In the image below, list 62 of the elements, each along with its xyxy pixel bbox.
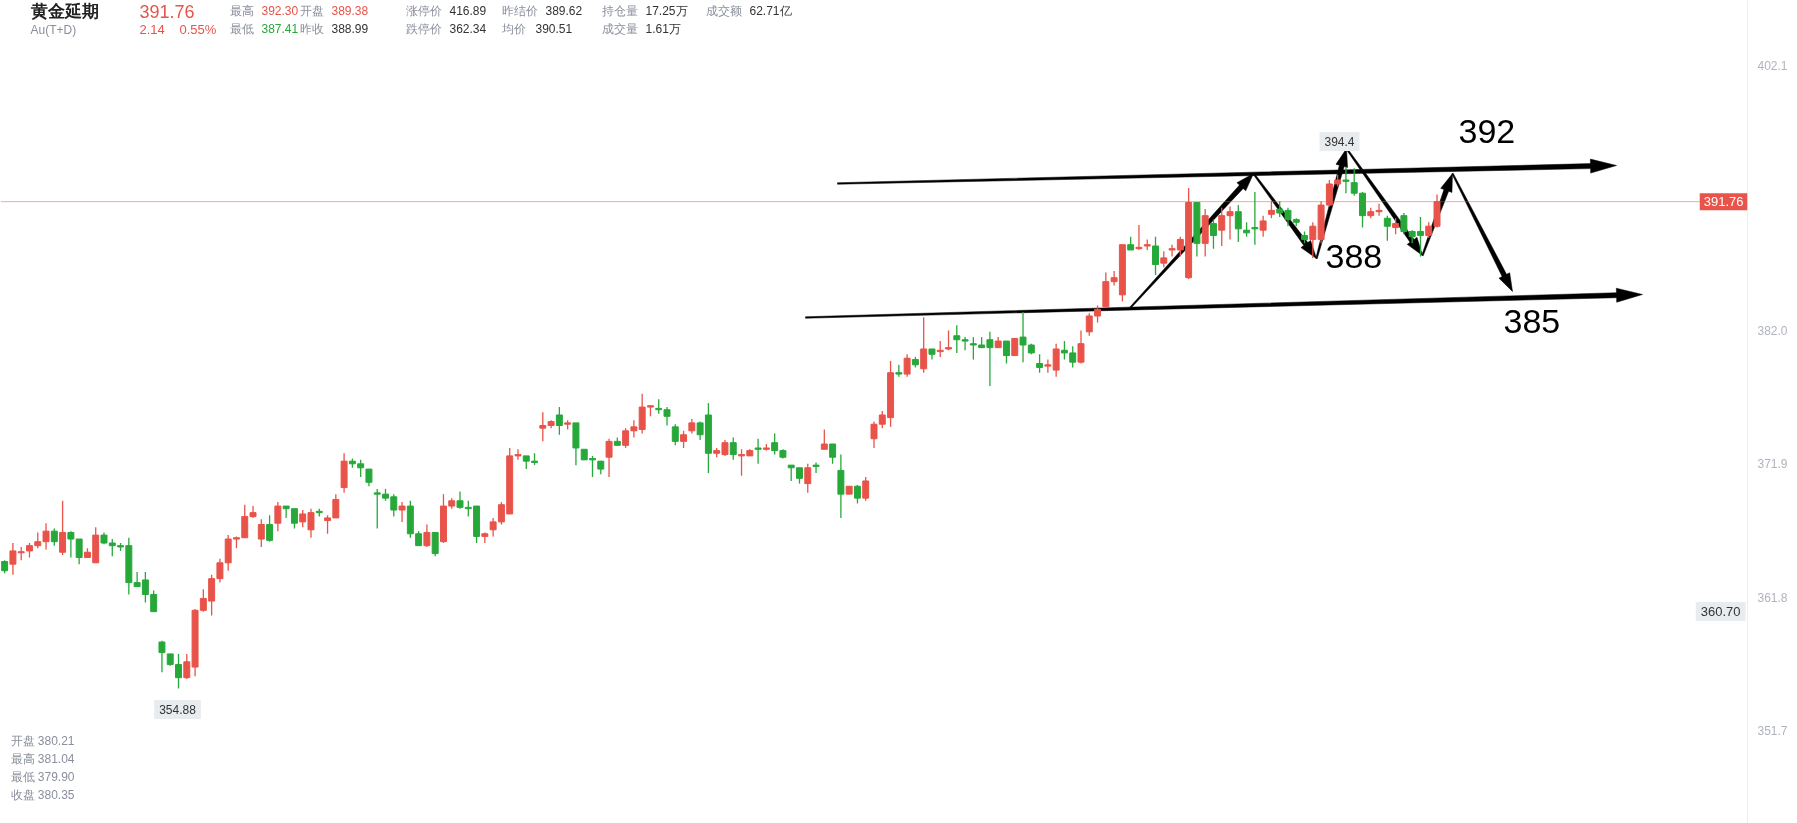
- annotation: 354.88: [159, 703, 197, 717]
- y-tick-label: 382.0: [1757, 323, 1788, 338]
- candlestick: [945, 329, 952, 351]
- candlestick: [365, 468, 373, 487]
- annotation: 成交额: [705, 3, 742, 18]
- annotation: 17.25万: [645, 3, 688, 18]
- annotation: 最高: [229, 3, 254, 18]
- candlestick: [969, 336, 977, 361]
- candlestick: [812, 461, 820, 474]
- annotation: 388.99: [331, 22, 369, 36]
- candlestick: [1342, 166, 1350, 194]
- annotation: 跌停价: [405, 21, 442, 36]
- annotation: 392: [1458, 112, 1516, 150]
- candlestick: [671, 423, 679, 446]
- candlestick: [1002, 340, 1010, 365]
- candlestick: [1060, 340, 1068, 361]
- candlestick: [1069, 345, 1077, 369]
- annotation: 持仓量: [601, 3, 638, 18]
- annotation: 360.70: [1700, 604, 1741, 619]
- annotation: 最低 379.90: [10, 769, 75, 784]
- annotation: 362.34: [449, 22, 487, 36]
- annotation: 最低: [229, 21, 254, 36]
- annotation: 2.14: [139, 22, 165, 37]
- y-tick-label: 402.1: [1757, 58, 1788, 73]
- candlestick: [1251, 191, 1259, 246]
- annotation: 392.30: [261, 4, 299, 18]
- annotation: 昨收: [299, 21, 324, 36]
- y-tick-label: 361.8: [1757, 590, 1788, 605]
- candlestick: [928, 348, 936, 361]
- annotation: 1.61万: [645, 21, 681, 36]
- text: Au(T+D): [30, 22, 77, 37]
- candlestick: [961, 336, 969, 351]
- ref-line-label: 391.76: [1703, 194, 1744, 210]
- annotation: 390.51: [535, 22, 573, 36]
- annotation: 最高 381.04: [10, 751, 75, 766]
- annotation: 391.76: [139, 2, 195, 22]
- annotation: 涨停价: [405, 3, 442, 18]
- candlestick: [754, 438, 762, 465]
- annotation: 394.4: [1324, 135, 1355, 149]
- candlestick: [829, 443, 837, 465]
- candlestick: [820, 428, 828, 450]
- annotation: 均价: [500, 21, 526, 36]
- annotation: 昨结价: [501, 3, 538, 18]
- annotation: 62.71亿: [749, 3, 792, 18]
- candlestick: [862, 476, 870, 502]
- annotation: 389.62: [545, 4, 583, 18]
- annotation: 385: [1503, 302, 1561, 340]
- annotation: 收盘 380.35: [10, 787, 75, 802]
- candlestick: [1234, 204, 1242, 243]
- annotation: 开盘: [299, 3, 324, 18]
- chart-title: 黄金延期: [29, 2, 99, 21]
- annotation: 开盘 380.21: [10, 733, 75, 748]
- annotation: 389.38: [331, 4, 369, 18]
- annotation: 0.55%: [179, 22, 217, 37]
- annotation: 成交量: [601, 21, 638, 36]
- y-tick-label: 371.9: [1757, 457, 1788, 472]
- candlestick: [555, 406, 563, 436]
- candlestick: [398, 501, 406, 523]
- annotation: 387.41: [261, 22, 299, 36]
- y-tick-label: 351.7: [1757, 723, 1788, 738]
- annotation: 416.89: [449, 4, 487, 18]
- annotation: 388: [1325, 237, 1383, 275]
